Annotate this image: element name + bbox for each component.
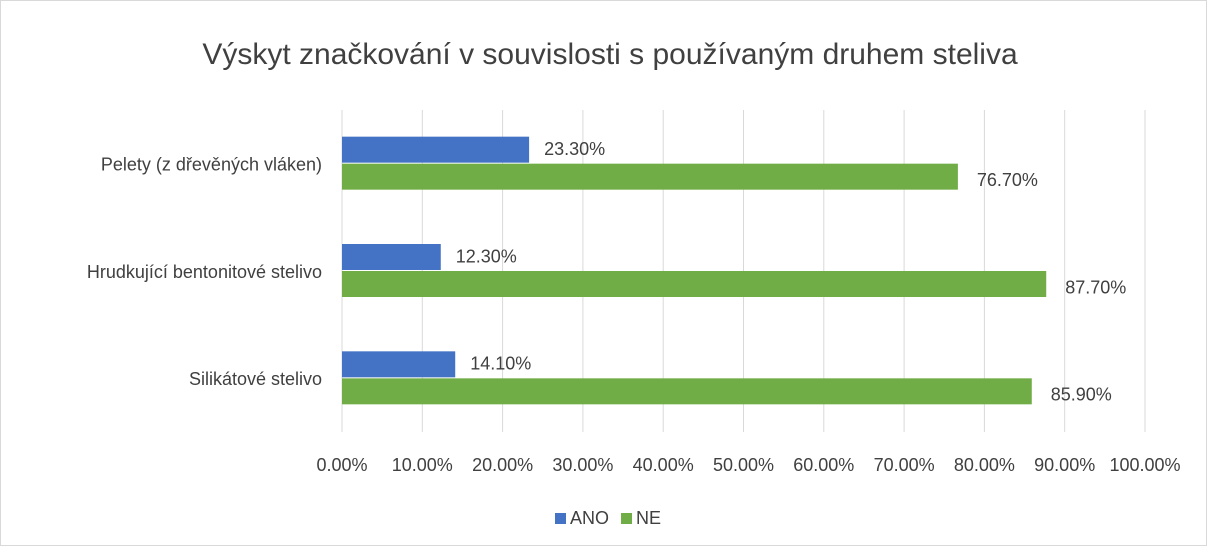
y-tick-label: Hrudkující bentonitové stelivo	[87, 262, 322, 282]
x-tick-label: 50.00%	[713, 455, 774, 475]
bar	[342, 163, 958, 190]
x-tick-label: 10.00%	[392, 455, 453, 475]
value-label: 87.70%	[1065, 277, 1126, 297]
bar	[342, 271, 1047, 297]
bar	[342, 244, 441, 270]
chart-title: Výskyt značkování v souvislosti s použív…	[202, 38, 1018, 71]
x-tick-label: 80.00%	[954, 455, 1015, 475]
x-tick-label: 20.00%	[472, 455, 533, 475]
x-tick-label: 100.00%	[1109, 455, 1180, 475]
y-tick-label: Pelety (z dřevěných vláken)	[101, 154, 322, 174]
x-tick-label: 70.00%	[874, 455, 935, 475]
legend-label: NE	[636, 508, 661, 528]
y-tick-label: Silikátové stelivo	[189, 369, 322, 389]
bar	[342, 136, 530, 163]
value-label: 76.70%	[977, 170, 1038, 190]
value-label: 14.10%	[470, 354, 531, 374]
legend-swatch	[621, 513, 633, 524]
legend-label: ANO	[570, 508, 609, 528]
bar	[342, 351, 456, 378]
value-label: 12.30%	[456, 246, 517, 266]
x-tick-label: 30.00%	[552, 455, 613, 475]
value-label: 85.90%	[1051, 385, 1112, 405]
legend-swatch	[555, 513, 566, 524]
x-tick-label: 0.00%	[316, 455, 367, 475]
value-label: 23.30%	[544, 139, 605, 159]
x-tick-label: 90.00%	[1034, 455, 1095, 475]
bar	[342, 378, 1032, 405]
x-tick-label: 60.00%	[793, 455, 854, 475]
x-tick-label: 40.00%	[633, 455, 694, 475]
